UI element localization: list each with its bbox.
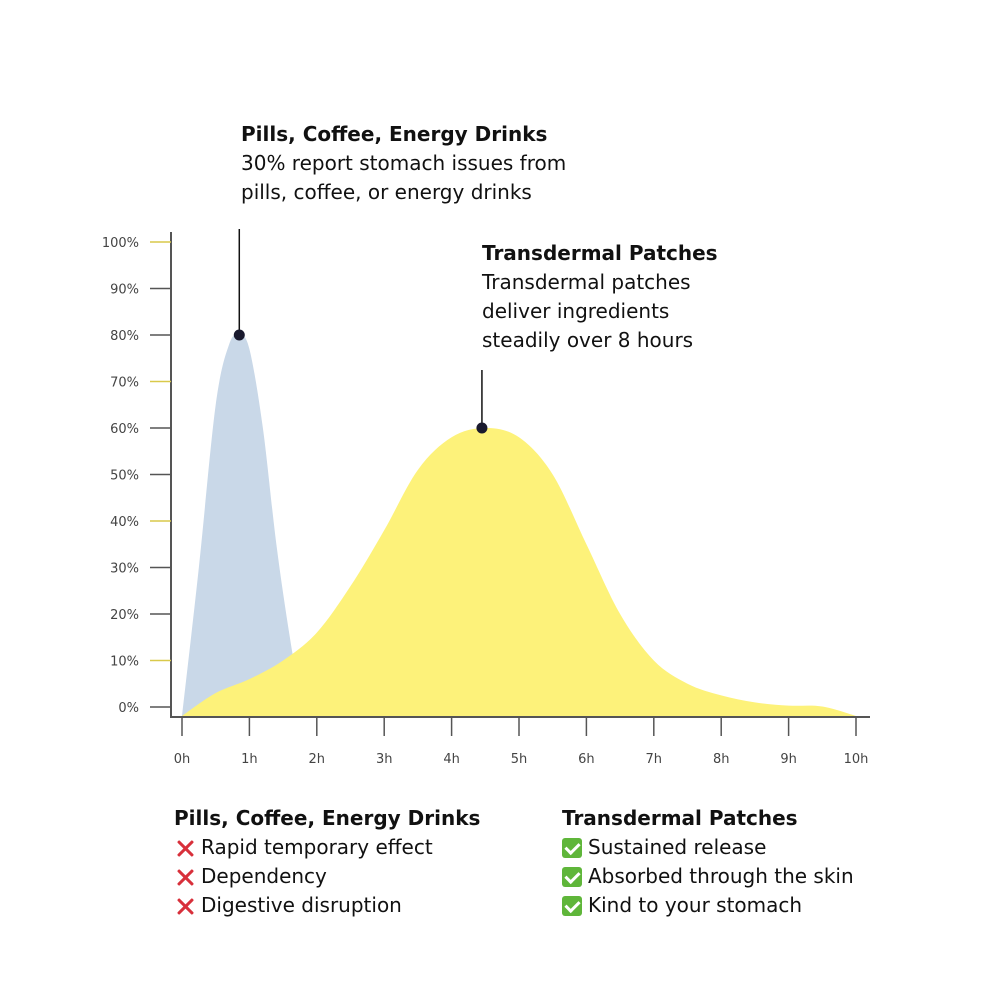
- chart-areas: [182, 334, 856, 716]
- legend-pills-item-label: Digestive disruption: [201, 893, 402, 917]
- chart: 0% 10% 20% 30% 40% 50% 60% 70% 80% 90% 100% 0h 1h 2h 3…: [102, 229, 870, 767]
- check-mark-icon: [562, 837, 582, 858]
- chart-markers: [233, 229, 488, 434]
- legend-pills-item: Rapid temporary effect: [174, 833, 480, 862]
- legend-patch-item: Sustained release: [562, 833, 854, 862]
- annotation-patch-line2: deliver ingredients: [482, 299, 670, 323]
- x-tick-label: 10h: [844, 752, 869, 767]
- y-tick-label: 20%: [110, 608, 139, 623]
- y-tick-label: 80%: [110, 329, 139, 344]
- x-tick-label: 9h: [780, 752, 797, 767]
- legend-pills-item-label: Rapid temporary effect: [201, 835, 433, 859]
- x-tick-label: 7h: [646, 752, 663, 767]
- check-mark-icon: [562, 895, 582, 916]
- x-tick-label: 8h: [713, 752, 730, 767]
- legend-patch-item-label: Sustained release: [588, 835, 767, 859]
- cross-mark-icon: [174, 866, 196, 888]
- y-tick-label: 30%: [110, 562, 139, 577]
- x-tick-label: 2h: [309, 752, 326, 767]
- x-tick-label: 0h: [174, 752, 191, 767]
- legend-pills-item-label: Dependency: [201, 864, 327, 888]
- y-tick-label: 100%: [102, 236, 139, 251]
- legend-patch-title: Transdermal Patches: [562, 806, 798, 830]
- y-tick-label: 50%: [110, 469, 139, 484]
- legend-patch-item: Kind to your stomach: [562, 891, 854, 920]
- y-tick-label: 60%: [110, 422, 139, 437]
- legend-pills: Pills, Coffee, Energy Drinks Rapid tempo…: [174, 804, 480, 920]
- x-tick-label: 1h: [241, 752, 258, 767]
- y-tick-label: 0%: [118, 701, 139, 716]
- legend-patch-item: Absorbed through the skin: [562, 862, 854, 891]
- chart-ticks: 0% 10% 20% 30% 40% 50% 60% 70% 80% 90% 100% 0h 1h 2h 3…: [102, 236, 869, 767]
- annotation-pills-title: Pills, Coffee, Energy Drinks: [241, 122, 548, 146]
- annotation-pills-line2: pills, coffee, or energy drinks: [241, 180, 532, 204]
- x-tick-label: 4h: [443, 752, 460, 767]
- annotation-patch-line1: Transdermal patches: [482, 270, 691, 294]
- peak-marker-patch: [476, 422, 488, 434]
- legend-patch-item-label: Kind to your stomach: [588, 893, 803, 917]
- y-tick-label: 90%: [110, 283, 139, 298]
- legend-patch-item-label: Absorbed through the skin: [588, 864, 854, 888]
- y-tick-label: 10%: [110, 655, 139, 670]
- series-area-patch: [182, 428, 856, 716]
- legend-patch: Transdermal Patches Sustained release Ab…: [562, 804, 854, 920]
- series-area-pills: [182, 334, 304, 716]
- check-mark-icon: [562, 866, 582, 887]
- annotation-patch: Transdermal Patches Transdermal patches …: [482, 239, 782, 355]
- x-tick-label: 5h: [511, 752, 528, 767]
- annotation-pills-line1: 30% report stomach issues from: [241, 151, 567, 175]
- x-tick-label: 6h: [578, 752, 595, 767]
- y-tick-label: 40%: [110, 515, 139, 530]
- legend-pills-title: Pills, Coffee, Energy Drinks: [174, 806, 481, 830]
- annotation-pills: Pills, Coffee, Energy Drinks 30% report …: [241, 120, 601, 207]
- legend-pills-item: Digestive disruption: [174, 891, 480, 920]
- y-tick-label: 70%: [110, 376, 139, 391]
- legend-pills-item: Dependency: [174, 862, 480, 891]
- peak-marker-pills: [233, 329, 245, 341]
- x-tick-label: 3h: [376, 752, 393, 767]
- cross-mark-icon: [174, 837, 196, 859]
- annotation-patch-line3: steadily over 8 hours: [482, 328, 694, 352]
- cross-mark-icon: [174, 895, 196, 917]
- annotation-patch-title: Transdermal Patches: [482, 241, 718, 265]
